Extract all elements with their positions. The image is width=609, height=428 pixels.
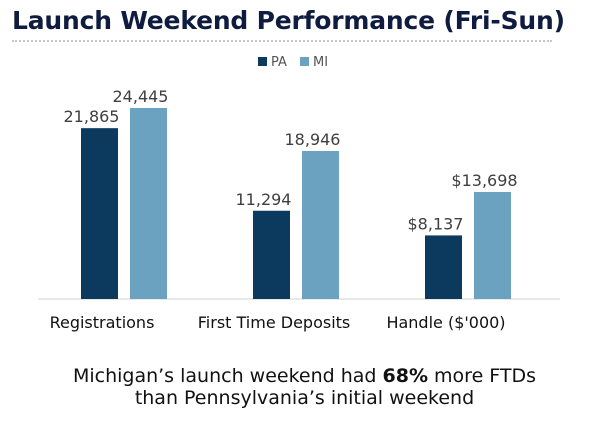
caption-line1-post: more FTDs — [428, 365, 537, 387]
data-label-pa-2: $8,137 — [408, 214, 464, 233]
bar-pa-0 — [81, 128, 118, 299]
bar-mi-0 — [130, 108, 167, 299]
data-label-pa-0: 21,865 — [64, 107, 120, 126]
category-label-0: Registrations — [50, 313, 155, 332]
bar-pa-1 — [253, 210, 290, 299]
bar-mi-2 — [474, 191, 511, 299]
title-divider — [12, 40, 552, 42]
legend-label-pa: PA — [271, 55, 287, 70]
legend-swatch-pa — [258, 57, 267, 66]
caption-line1-pre: Michigan’s launch weekend had — [72, 365, 383, 387]
legend-swatch-mi — [300, 57, 309, 66]
caption-line2: than Pennsylvania’s initial weekend — [134, 387, 475, 409]
page-title: Launch Weekend Performance (Fri-Sun) — [12, 6, 565, 35]
caption: Michigan’s launch weekend had 68% more F… — [0, 365, 609, 409]
data-label-mi-2: $13,698 — [451, 171, 517, 190]
caption-highlight: 68% — [382, 365, 428, 387]
data-label-mi-0: 24,445 — [113, 87, 169, 106]
bar-pa-2 — [425, 235, 462, 299]
category-label-2: Handle ($'000) — [386, 313, 505, 332]
data-label-pa-1: 11,294 — [236, 190, 292, 209]
category-label-1: First Time Deposits — [198, 313, 351, 332]
bar-mi-1 — [302, 150, 339, 299]
data-label-mi-1: 18,946 — [285, 130, 341, 149]
legend-label-mi: MI — [313, 55, 328, 70]
